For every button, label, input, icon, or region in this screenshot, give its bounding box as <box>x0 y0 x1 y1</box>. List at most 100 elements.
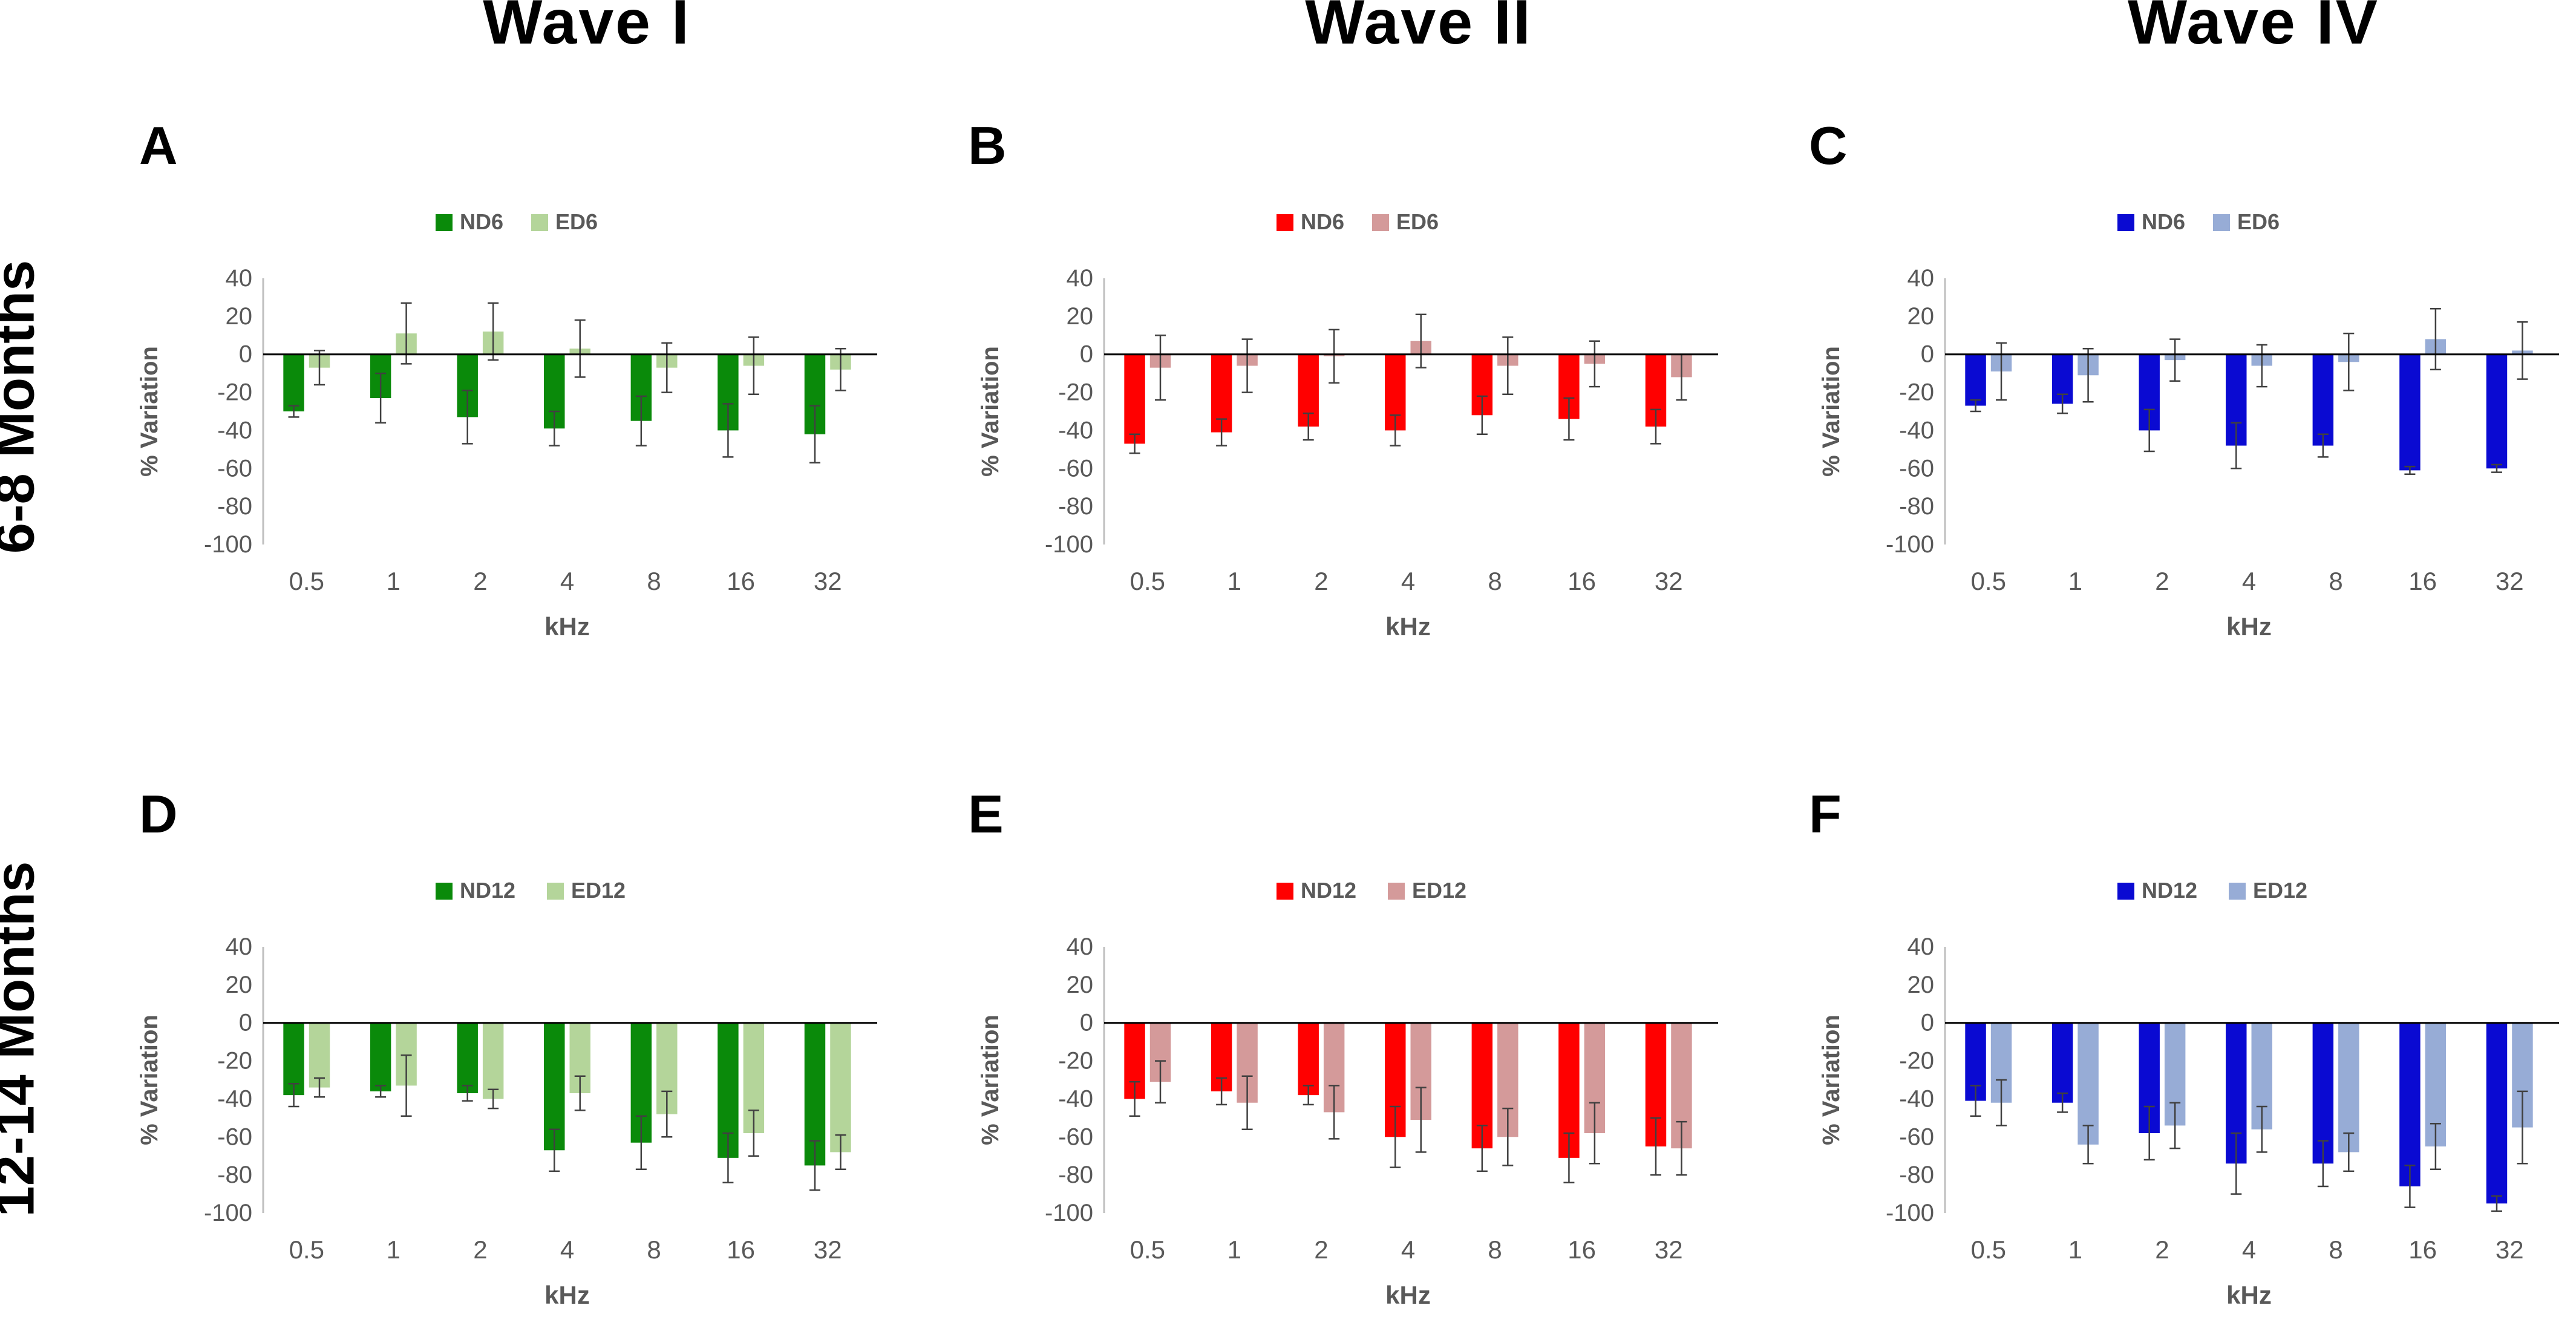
y-tick-label: -20 <box>1899 1048 1934 1074</box>
y-tick-label: -60 <box>217 1123 252 1150</box>
y-tick-label: 0 <box>1921 341 1934 368</box>
legend-swatch-nd6 <box>436 214 453 231</box>
bar-ed12-8 <box>2338 1022 2359 1153</box>
x-tick-label-0.5: 0.5 <box>1130 1235 1165 1264</box>
y-tick-label: -20 <box>217 379 252 406</box>
x-tick-label-16: 16 <box>727 1235 755 1264</box>
y-tick-label: 0 <box>1080 1010 1093 1036</box>
panel-letter-f: F <box>1809 784 1842 844</box>
x-tick-label-4: 4 <box>2242 1235 2256 1264</box>
x-tick-label-16: 16 <box>2408 1235 2437 1264</box>
y-tick-label: -40 <box>1899 1085 1934 1112</box>
x-axis-label: kHz <box>544 1281 590 1309</box>
bar-nd6-0.5 <box>1124 354 1145 444</box>
y-tick-label: 40 <box>1067 265 1094 292</box>
y-tick-label: 40 <box>1067 933 1094 960</box>
panel-letter-d: D <box>139 784 178 844</box>
legend-swatch-nd6 <box>2117 214 2134 231</box>
chart-panel-d: ND12 ED12 40 20 0 -20 -40 -60 -80 -100 % Variation… <box>136 878 877 1309</box>
x-axis-label: kHz <box>1385 612 1431 641</box>
y-tick-label: -40 <box>1058 1085 1093 1112</box>
x-axis-label: kHz <box>544 612 590 641</box>
y-tick-label: -60 <box>1058 455 1093 482</box>
row-title-12-14-months: 12-14 Months <box>0 861 46 1217</box>
y-tick-label: 40 <box>226 933 253 960</box>
legend-swatch-nd6 <box>1277 214 1293 231</box>
y-tick-label: 40 <box>226 265 253 292</box>
legend-label-nd12: ND12 <box>1301 878 1356 903</box>
chart-panel-f: ND12 ED12 40 20 0 -20 -40 -60 -80 -100 % Variation… <box>1818 878 2559 1309</box>
x-tick-label-32: 32 <box>2496 567 2524 595</box>
x-tick-label-1: 1 <box>2068 567 2082 595</box>
bar-nd12-16 <box>2399 1022 2421 1186</box>
bar-ed12-32 <box>830 1022 851 1153</box>
legend-label-nd6: ND6 <box>1301 209 1344 234</box>
x-tick-label-16: 16 <box>1568 1235 1596 1264</box>
x-tick-label-2: 2 <box>1314 567 1328 595</box>
x-tick-label-8: 8 <box>1488 1235 1502 1264</box>
x-tick-label-0.5: 0.5 <box>289 567 324 595</box>
y-tick-label: -60 <box>1899 1123 1934 1150</box>
x-axis-label: kHz <box>2226 1281 2272 1309</box>
y-tick-label: 20 <box>1907 303 1935 330</box>
y-axis-label: % Variation <box>977 346 1004 477</box>
y-tick-label: 0 <box>239 341 252 368</box>
y-tick-label: 20 <box>1907 972 1935 998</box>
bar-nd12-1 <box>370 1022 391 1091</box>
x-tick-label-0.5: 0.5 <box>1971 1235 2006 1264</box>
bar-nd6-16 <box>2399 354 2421 471</box>
x-tick-label-4: 4 <box>560 567 574 595</box>
y-tick-label: -80 <box>217 1162 252 1188</box>
legend-swatch-ed12 <box>2229 883 2246 900</box>
bar-nd12-2 <box>1298 1022 1319 1096</box>
bar-nd6-32 <box>2486 354 2508 469</box>
bar-nd6-8 <box>2312 354 2334 446</box>
x-tick-label-8: 8 <box>2329 567 2342 595</box>
x-tick-label-32: 32 <box>1655 567 1683 595</box>
column-title-wave-1: Wave I <box>483 0 691 57</box>
y-axis-label: % Variation <box>136 1015 163 1145</box>
y-tick-label: -80 <box>1899 1162 1934 1188</box>
x-tick-label-4: 4 <box>560 1235 574 1264</box>
x-tick-label-16: 16 <box>1568 567 1596 595</box>
x-tick-label-16: 16 <box>727 567 755 595</box>
legend-label-nd6: ND6 <box>2142 209 2185 234</box>
panel-letter-b: B <box>968 116 1007 175</box>
y-tick-label: -100 <box>204 531 252 558</box>
y-tick-label: 0 <box>1080 341 1093 368</box>
bar-nd6-0.5 <box>1965 354 1986 406</box>
x-tick-label-1: 1 <box>1228 1235 1241 1264</box>
column-title-wave-2: Wave II <box>1305 0 1532 57</box>
y-tick-label: -80 <box>217 493 252 520</box>
panel-letter-c: C <box>1809 116 1848 175</box>
x-tick-label-0.5: 0.5 <box>1971 567 2006 595</box>
y-axis-label: % Variation <box>136 346 163 477</box>
legend-swatch-nd12 <box>1277 883 1293 900</box>
y-tick-label: -20 <box>1899 379 1934 406</box>
y-tick-label: -60 <box>1899 455 1934 482</box>
column-title-wave-4: Wave IV <box>2128 0 2379 57</box>
x-tick-label-4: 4 <box>1401 1235 1415 1264</box>
y-axis-label: % Variation <box>977 1015 1004 1145</box>
x-tick-label-2: 2 <box>2155 567 2169 595</box>
legend-label-nd6: ND6 <box>460 209 503 234</box>
bar-nd12-2 <box>457 1022 478 1093</box>
y-tick-label: -100 <box>1886 1200 1934 1226</box>
legend-swatch-ed12 <box>547 883 564 900</box>
y-tick-label: 0 <box>239 1010 252 1036</box>
y-tick-label: 40 <box>1907 933 1935 960</box>
legend-label-nd12: ND12 <box>2142 878 2197 903</box>
y-tick-label: 0 <box>1921 1010 1934 1036</box>
bar-ed12-2 <box>482 1022 504 1099</box>
x-tick-label-0.5: 0.5 <box>289 1235 324 1264</box>
y-tick-label: 20 <box>1067 972 1094 998</box>
legend-swatch-ed6 <box>2213 214 2230 231</box>
bar-nd12-1 <box>2051 1022 2073 1103</box>
x-tick-label-8: 8 <box>647 1235 661 1264</box>
legend-swatch-nd12 <box>2117 883 2134 900</box>
y-tick-label: -80 <box>1899 493 1934 520</box>
y-tick-label: -100 <box>1886 531 1934 558</box>
panel-letter-a: A <box>139 116 178 175</box>
y-tick-label: -20 <box>217 1048 252 1074</box>
y-tick-label: -100 <box>204 1200 252 1226</box>
